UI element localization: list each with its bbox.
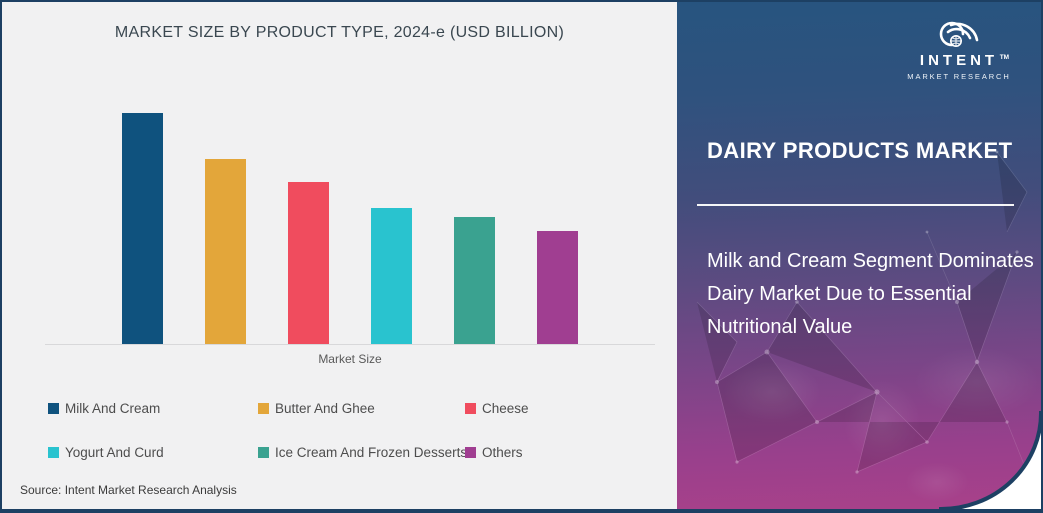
legend-label: Butter And Ghee bbox=[275, 401, 375, 416]
legend-item-others: Others bbox=[465, 445, 529, 460]
legend-swatch bbox=[465, 403, 476, 414]
legend-label: Ice Cream And Frozen Desserts bbox=[275, 445, 468, 460]
legend-label: Yogurt And Curd bbox=[65, 445, 164, 460]
legend-swatch bbox=[465, 447, 476, 458]
panel-title: DAIRY PRODUCTS MARKET bbox=[707, 138, 1013, 163]
source-note: Source: Intent Market Research Analysis bbox=[20, 483, 237, 497]
legend-label: Cheese bbox=[482, 401, 529, 416]
legend-item-butter-and-ghee: Butter And Ghee bbox=[258, 401, 465, 416]
logo-subtitle: MARKET RESEARCH bbox=[907, 72, 1011, 81]
x-axis-label: Market Size bbox=[318, 352, 382, 366]
legend-swatch bbox=[258, 403, 269, 414]
legend-swatch bbox=[258, 447, 269, 458]
chart-title: MARKET SIZE BY PRODUCT TYPE, 2024-e (USD… bbox=[114, 24, 565, 41]
logo-name: INTENT TM bbox=[919, 52, 1010, 69]
bar-milk-and-cream bbox=[122, 113, 163, 344]
brand-logo: INTENT TM MARKET RESEARCH bbox=[893, 10, 1025, 81]
legend-label: Milk And Cream bbox=[65, 401, 161, 416]
insight-panel: INTENT TM MARKET RESEARCH DAIRY PRODUCTS … bbox=[677, 2, 1041, 509]
legend-item-milk-and-cream: Milk And Cream bbox=[48, 401, 258, 416]
panel-description: Milk and Cream Segment Dominates Dairy M… bbox=[707, 245, 1034, 344]
legend-item-yogurt-and-curd: Yogurt And Curd bbox=[48, 445, 258, 460]
panel-description-line-1: Milk and Cream Segment Dominates bbox=[707, 250, 1034, 272]
logo-tm-mark: TM bbox=[999, 54, 1010, 61]
bar-yogurt-and-curd bbox=[371, 208, 412, 344]
logo-signal-icon bbox=[939, 21, 979, 47]
chart-panel: MARKET SIZE BY PRODUCT TYPE, 2024-e (USD… bbox=[2, 2, 677, 509]
legend-item-ice-cream-and-frozen-desserts: Ice Cream And Frozen Desserts bbox=[258, 445, 468, 460]
panel-description-line-2: Dairy Market Due to Essential bbox=[707, 283, 972, 305]
legend-swatch bbox=[48, 403, 59, 414]
x-axis-line bbox=[45, 344, 655, 345]
panel-description-line-3: Nutritional Value bbox=[707, 316, 853, 338]
legend-label: Others bbox=[482, 445, 523, 460]
bar-cheese bbox=[288, 182, 329, 344]
legend: Milk And Cream Butter And Ghee Cheese Yogur… bbox=[48, 401, 529, 460]
bar-ice-cream-and-frozen-desserts bbox=[454, 217, 495, 344]
panel-divider bbox=[697, 204, 1014, 206]
legend-item-cheese: Cheese bbox=[465, 401, 529, 416]
bar-butter-and-ghee bbox=[205, 159, 246, 344]
plot-area bbox=[45, 104, 655, 344]
legend-swatch bbox=[48, 447, 59, 458]
bar-others bbox=[537, 231, 578, 344]
